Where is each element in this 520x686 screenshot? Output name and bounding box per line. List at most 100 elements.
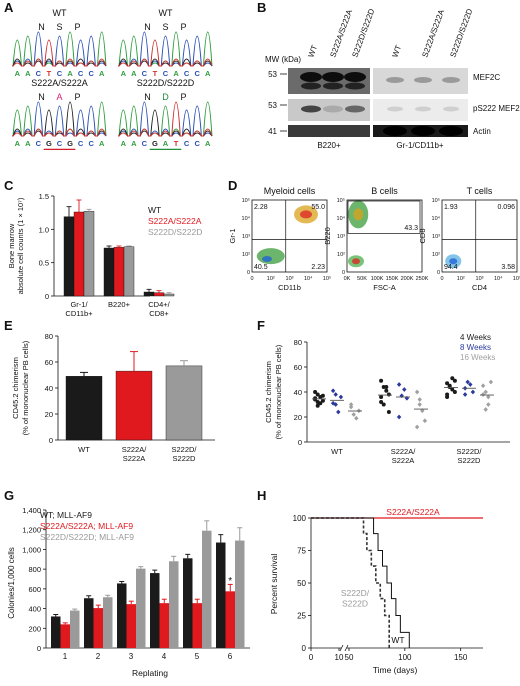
chromatogram-trace bbox=[118, 109, 213, 137]
x-tick-label: 250K bbox=[416, 276, 429, 282]
bar bbox=[183, 558, 193, 648]
legend-entry: S222A/S222A; MLL-AF9 bbox=[40, 521, 133, 531]
data-point bbox=[386, 392, 391, 397]
data-point bbox=[422, 418, 428, 424]
y-tick-label: 0 bbox=[437, 270, 440, 276]
curve-label: S222D bbox=[342, 598, 368, 608]
band-pmef2c bbox=[301, 105, 321, 113]
chromatogram-trace bbox=[12, 39, 107, 67]
amino-acid-label: S bbox=[162, 22, 168, 32]
data-point bbox=[351, 412, 356, 417]
y-tick-label: 100 bbox=[293, 514, 307, 523]
band-pmef2c bbox=[323, 105, 343, 113]
base-call: A bbox=[121, 69, 127, 78]
base-call: C bbox=[163, 69, 169, 78]
amino-acid-mutant: D bbox=[162, 92, 169, 102]
band-mef2c bbox=[386, 77, 404, 83]
base-call: A bbox=[205, 69, 211, 78]
data-point bbox=[315, 400, 320, 404]
blot-strip-left bbox=[288, 125, 370, 137]
mw-marker: 53 bbox=[268, 101, 277, 110]
density-cluster bbox=[300, 210, 312, 219]
base-call: A bbox=[173, 69, 179, 78]
amino-acid-mutant: A bbox=[56, 92, 62, 102]
y-axis-label: Bone marrow bbox=[7, 223, 16, 268]
y-tick-label: 10³ bbox=[242, 234, 250, 240]
x-tick-label: 2 bbox=[96, 652, 101, 661]
x-tick-label: 5 bbox=[195, 652, 200, 661]
bar-chart-bm-counts: Bone marrow absolute cell counts (1 × 10⁷… bbox=[7, 192, 202, 318]
y-tick-label: 10² bbox=[242, 252, 250, 258]
quadrant-value: 1.93 bbox=[444, 204, 458, 211]
base-call: A bbox=[25, 139, 31, 148]
data-point bbox=[386, 410, 391, 414]
base-call: C bbox=[184, 139, 190, 148]
x-tick-label: CD4+/ bbox=[148, 300, 170, 309]
x-tick-label: 100 bbox=[398, 653, 412, 662]
base-call: C bbox=[57, 69, 63, 78]
bar bbox=[65, 376, 103, 441]
data-point bbox=[333, 392, 338, 397]
x-tick-label: 150K bbox=[386, 276, 399, 282]
panel-b: B MW (kDa) WT S222A/S222A S222D/S222D WT S222… bbox=[255, 0, 520, 150]
amino-acid-label: P bbox=[180, 22, 186, 32]
y-tick-label: 400 bbox=[28, 605, 41, 614]
bar bbox=[51, 616, 61, 648]
y-tick-label: 10² bbox=[337, 252, 345, 258]
chromatogram-trace bbox=[118, 101, 213, 137]
x-tick-label: S222D bbox=[458, 456, 482, 465]
amino-acid-label: N bbox=[144, 22, 151, 32]
band-pmef2c bbox=[443, 106, 459, 112]
x-tick-label: 50 bbox=[345, 653, 354, 662]
x-tick-label: B220+ bbox=[108, 300, 131, 309]
bar bbox=[83, 211, 95, 297]
y-tick-label: 20 bbox=[45, 410, 53, 419]
x-axis-label: CD4 bbox=[472, 283, 487, 292]
bar bbox=[143, 291, 155, 297]
data-point bbox=[379, 378, 384, 383]
base-call: C bbox=[194, 139, 200, 148]
chromatogram-trace bbox=[118, 39, 213, 67]
band-label: MEF2C bbox=[473, 73, 500, 82]
quadrant-value: 2.23 bbox=[311, 264, 325, 271]
bar bbox=[192, 603, 202, 648]
chromatogram-trace bbox=[12, 58, 107, 67]
data-point bbox=[486, 402, 491, 407]
data-point bbox=[330, 388, 336, 394]
x-tick-label: 150 bbox=[454, 653, 468, 662]
amino-acid-label: P bbox=[74, 92, 80, 102]
base-call: A bbox=[15, 139, 21, 148]
data-point bbox=[450, 387, 455, 392]
bar bbox=[103, 597, 113, 648]
y-tick-label: 0 bbox=[247, 270, 250, 276]
quadrant-value: 2.28 bbox=[254, 204, 268, 211]
data-point bbox=[447, 383, 452, 388]
data-point bbox=[348, 404, 354, 410]
data-point bbox=[417, 402, 422, 407]
x-tick-label: WT bbox=[78, 445, 90, 454]
data-point bbox=[414, 424, 420, 430]
data-point bbox=[402, 387, 407, 392]
x-axis-label: FSC-A bbox=[373, 283, 396, 292]
y-tick-label: 800 bbox=[28, 565, 41, 574]
base-call: G bbox=[46, 139, 52, 148]
group-label: Gr-1/CD11b+ bbox=[396, 141, 444, 150]
data-point bbox=[396, 414, 402, 420]
panel-label-b: B bbox=[257, 0, 267, 15]
chromatogram-trace bbox=[118, 31, 213, 67]
y-tick-label: 10⁵ bbox=[242, 197, 250, 204]
y-tick-label: 25 bbox=[297, 612, 306, 621]
trace-title: WT bbox=[53, 8, 67, 18]
band-mef2c bbox=[323, 82, 343, 90]
y-tick-label: 1,200 bbox=[22, 526, 41, 535]
density-cluster bbox=[256, 248, 285, 265]
bar bbox=[202, 530, 212, 648]
y-tick-label: 20 bbox=[294, 413, 302, 422]
x-tick-label: 10³ bbox=[286, 276, 294, 282]
x-tick-label: 100K bbox=[371, 276, 384, 282]
y-tick-label: 10⁴ bbox=[432, 215, 441, 222]
